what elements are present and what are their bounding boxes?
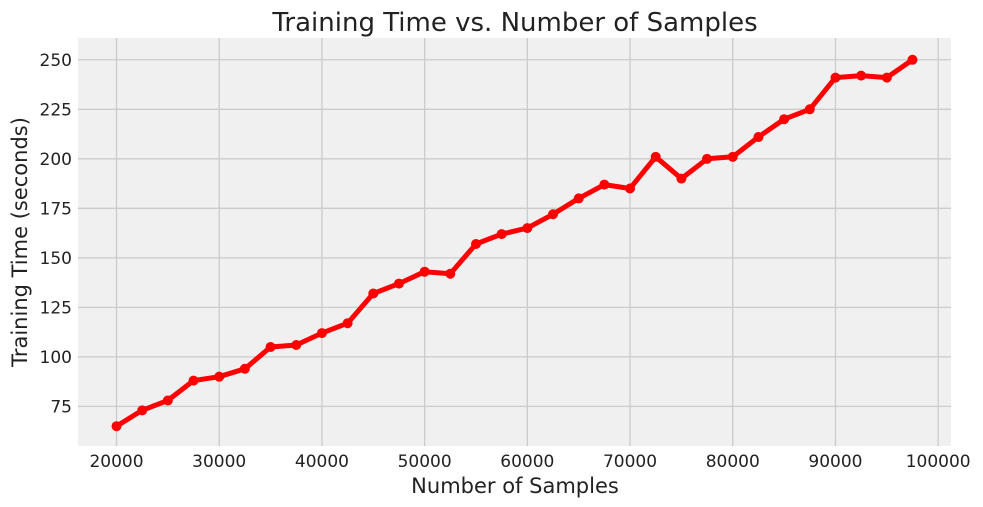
data-point <box>779 114 790 125</box>
data-point <box>522 223 533 234</box>
data-point <box>599 179 610 190</box>
data-point <box>650 151 661 162</box>
x-tick-label: 30000 <box>192 452 246 472</box>
data-point <box>573 193 584 204</box>
data-point <box>727 151 738 162</box>
series-line-layer <box>111 54 918 432</box>
y-tick-labels: 75 100 125 150 175 200 225 250 <box>40 51 72 418</box>
data-point <box>496 229 507 240</box>
y-tick-label: 200 <box>40 150 72 170</box>
y-tick-label: 225 <box>40 100 72 120</box>
data-point <box>625 183 636 194</box>
x-axis-label: Number of Samples <box>411 474 619 498</box>
data-point <box>881 72 892 83</box>
data-point <box>830 72 841 83</box>
data-point <box>342 318 353 329</box>
x-tick-label: 60000 <box>500 452 554 472</box>
data-point <box>214 371 225 382</box>
data-point <box>368 288 379 299</box>
x-tick-label: 20000 <box>89 452 143 472</box>
series-line <box>114 57 915 429</box>
data-point <box>753 132 764 143</box>
y-axis-label: Training Time (seconds) <box>8 117 32 368</box>
data-point <box>445 268 456 279</box>
data-point <box>393 278 404 289</box>
data-point <box>856 70 867 81</box>
data-point <box>907 54 918 65</box>
y-tick-label: 75 <box>50 397 72 417</box>
y-tick-label: 175 <box>40 199 72 219</box>
x-tick-label: 80000 <box>706 452 760 472</box>
x-tick-labels: 20000 30000 40000 50000 60000 70000 80000 90000… <box>89 452 970 472</box>
data-point <box>111 421 122 432</box>
data-point <box>548 209 559 220</box>
y-tick-label: 125 <box>40 298 72 318</box>
data-point <box>137 405 148 416</box>
x-tick-label: 70000 <box>603 452 657 472</box>
data-point <box>188 375 199 386</box>
y-tick-label: 150 <box>40 249 72 269</box>
data-point <box>419 266 430 277</box>
data-point <box>162 395 173 406</box>
data-point <box>702 153 713 164</box>
chart-title: Training Time vs. Number of Samples <box>271 8 757 38</box>
data-point <box>676 173 687 184</box>
x-tick-label: 50000 <box>398 452 452 472</box>
y-tick-label: 100 <box>40 348 72 368</box>
data-point <box>265 341 276 352</box>
data-point <box>239 363 250 374</box>
data-point <box>804 104 815 115</box>
data-point <box>470 238 481 249</box>
data-point <box>316 328 327 339</box>
x-tick-label: 100000 <box>906 452 971 472</box>
y-tick-label: 250 <box>40 51 72 71</box>
data-point <box>291 339 302 350</box>
x-tick-label: 90000 <box>808 452 862 472</box>
x-tick-label: 40000 <box>295 452 349 472</box>
